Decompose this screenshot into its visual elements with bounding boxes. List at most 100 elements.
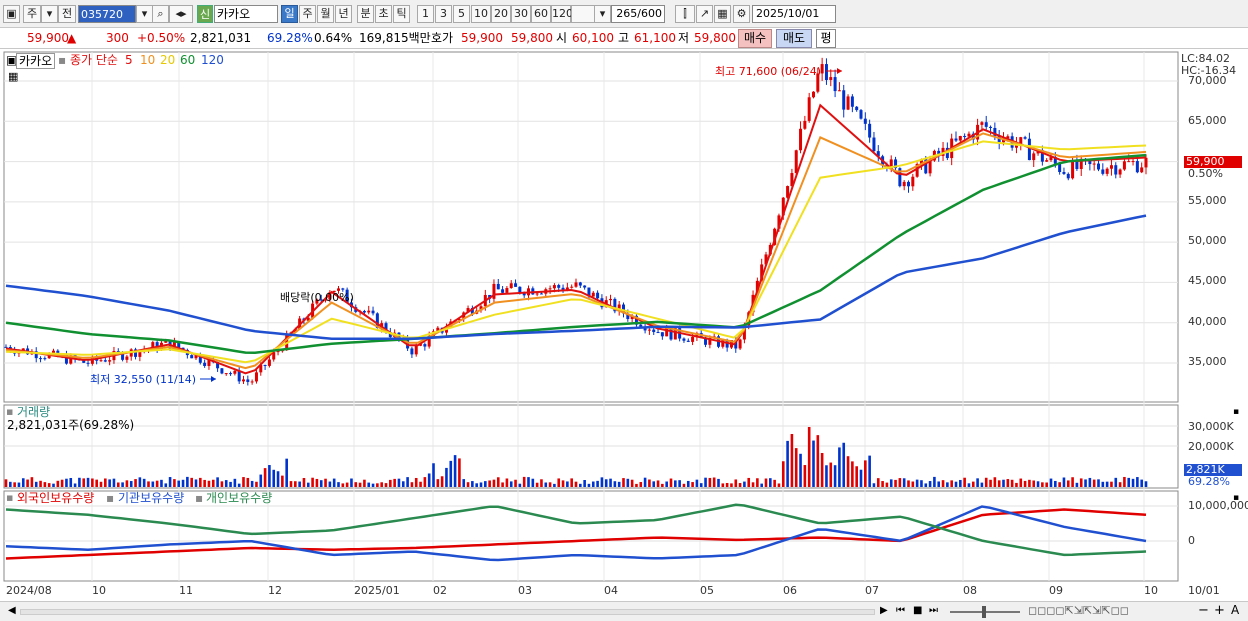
candle-body: [1006, 136, 1010, 139]
volume-bar: [345, 482, 349, 487]
stock-name-field[interactable]: 카카오: [214, 5, 278, 23]
period-tick-tab[interactable]: 틱: [393, 5, 410, 23]
average-button[interactable]: 평: [816, 29, 836, 48]
scroll-left-icon[interactable]: ◀: [8, 605, 16, 616]
interval-5[interactable]: 5: [453, 5, 470, 23]
candle-body: [548, 288, 552, 290]
hc-label: HC:-16.34: [1181, 64, 1237, 77]
scroll-right-icon[interactable]: ▶: [880, 605, 888, 616]
volume-close-icon[interactable]: ▪: [1233, 407, 1240, 417]
volume-bar: [108, 479, 111, 487]
volume-bar: [959, 479, 962, 487]
interval-10[interactable]: 10: [471, 5, 491, 23]
candle-body: [43, 358, 47, 360]
volume-bar: [976, 478, 979, 487]
search-icon[interactable]: ⌕: [152, 5, 169, 23]
data-count[interactable]: 265/600: [611, 5, 665, 23]
interval-3[interactable]: 3: [435, 5, 452, 23]
volume-bar: [39, 480, 42, 487]
candle-body: [570, 286, 574, 288]
market-dropdown-icon[interactable]: ▾: [41, 5, 58, 23]
stock-code-input[interactable]: 035720: [78, 5, 136, 23]
interval-60[interactable]: 60: [531, 5, 551, 23]
interval-30[interactable]: 30: [511, 5, 531, 23]
stop-icon[interactable]: ■: [913, 605, 923, 616]
prev-button[interactable]: 전: [58, 5, 76, 23]
interval-dropdown-icon[interactable]: ▾: [594, 5, 611, 23]
period-month-tab[interactable]: 월: [317, 5, 334, 23]
interval-1[interactable]: 1: [417, 5, 434, 23]
chart-canvas[interactable]: [0, 50, 1248, 601]
zoom-slider-handle[interactable]: [982, 606, 986, 618]
candle-body: [928, 160, 932, 174]
candle-body: [816, 73, 820, 92]
volume-bar: [527, 477, 530, 487]
interval-20[interactable]: 20: [491, 5, 511, 23]
draw-tool-icon[interactable]: ↗: [696, 5, 713, 23]
scroll-track[interactable]: [20, 609, 875, 615]
candle-body: [172, 341, 176, 349]
x-label-11: 11: [179, 584, 193, 597]
holdings-close-icon[interactable]: ▪: [1233, 493, 1240, 503]
window-icon[interactable]: ▣: [3, 5, 20, 23]
date-field[interactable]: 2025/10/01: [752, 5, 836, 23]
volume-bar: [60, 479, 64, 487]
image-icon[interactable]: ▦: [714, 5, 731, 23]
volume-bar: [190, 477, 193, 487]
hold-tick-0: 0: [1188, 534, 1195, 547]
candle-body: [375, 313, 379, 328]
volume-bar: [1062, 477, 1066, 487]
volume-bar: [829, 462, 833, 487]
candle-body: [691, 336, 695, 342]
interval-120[interactable]: 120: [551, 5, 573, 23]
volume-bar: [466, 482, 470, 487]
period-week-tab[interactable]: 주: [299, 5, 316, 23]
volume-bar: [626, 478, 630, 487]
forward-icon[interactable]: ⏭: [929, 605, 938, 616]
hold-tick-10m: 10,000,000: [1188, 499, 1248, 512]
volume-bar: [851, 461, 854, 487]
interval-custom-input[interactable]: [571, 5, 595, 23]
price-name-tag[interactable]: 카카오: [16, 53, 56, 69]
ma-menu-icon: ▪: [58, 53, 67, 67]
drawing-tools-icons[interactable]: ◻◻◻◻⇱⇲⇱⇲⇱◻◻: [1028, 604, 1129, 617]
volume-bar: [911, 481, 915, 487]
volume-bar: [954, 481, 958, 487]
sell-button[interactable]: 매도: [776, 29, 812, 48]
plus-icon[interactable]: +: [1214, 603, 1225, 618]
shin-badge[interactable]: 신: [197, 5, 213, 23]
volume-bar: [734, 479, 738, 487]
volume-bar: [920, 480, 923, 487]
volume-bar: [617, 481, 621, 487]
calculator-icon[interactable]: ▦: [8, 70, 19, 83]
volume-bar: [1066, 480, 1070, 487]
candle-type-icon[interactable]: ⫿: [675, 5, 695, 23]
code-dropdown-icon[interactable]: ▾: [136, 5, 153, 23]
period-day-tab[interactable]: 일: [281, 5, 298, 23]
market-select[interactable]: 주: [23, 5, 41, 23]
volume-bar: [682, 483, 686, 487]
period-minute-tab[interactable]: 분: [357, 5, 374, 23]
buy-button[interactable]: 매수: [738, 29, 772, 48]
candle-body: [807, 97, 811, 121]
candle-body: [263, 364, 267, 366]
chart-area[interactable]: ▣ 카카오 ▪ 종가 단순 5 10 20 60 120 ▦ 최고 71,600…: [0, 50, 1248, 621]
rewind-icon[interactable]: ⏮: [896, 605, 905, 616]
quote-price: 59,900: [27, 31, 69, 45]
candle-body: [656, 332, 660, 334]
volume-bar: [306, 482, 310, 487]
y-tick-50000: 50,000: [1188, 234, 1227, 247]
candle-body: [1092, 163, 1096, 165]
volume-bar: [894, 479, 897, 487]
volume-bar: [298, 481, 301, 487]
vol-tick-20000k: 20,000K: [1188, 440, 1234, 453]
speaker-icon[interactable]: ◂▸: [169, 5, 193, 23]
volume-bar: [414, 477, 418, 487]
gear-icon[interactable]: ⚙: [733, 5, 750, 23]
minus-icon[interactable]: −: [1198, 603, 1209, 618]
panel-menu-icon[interactable]: ▣: [6, 53, 18, 67]
candle-body: [121, 352, 125, 360]
period-second-tab[interactable]: 초: [375, 5, 392, 23]
period-year-tab[interactable]: 년: [335, 5, 352, 23]
auto-icon[interactable]: A: [1231, 603, 1240, 617]
